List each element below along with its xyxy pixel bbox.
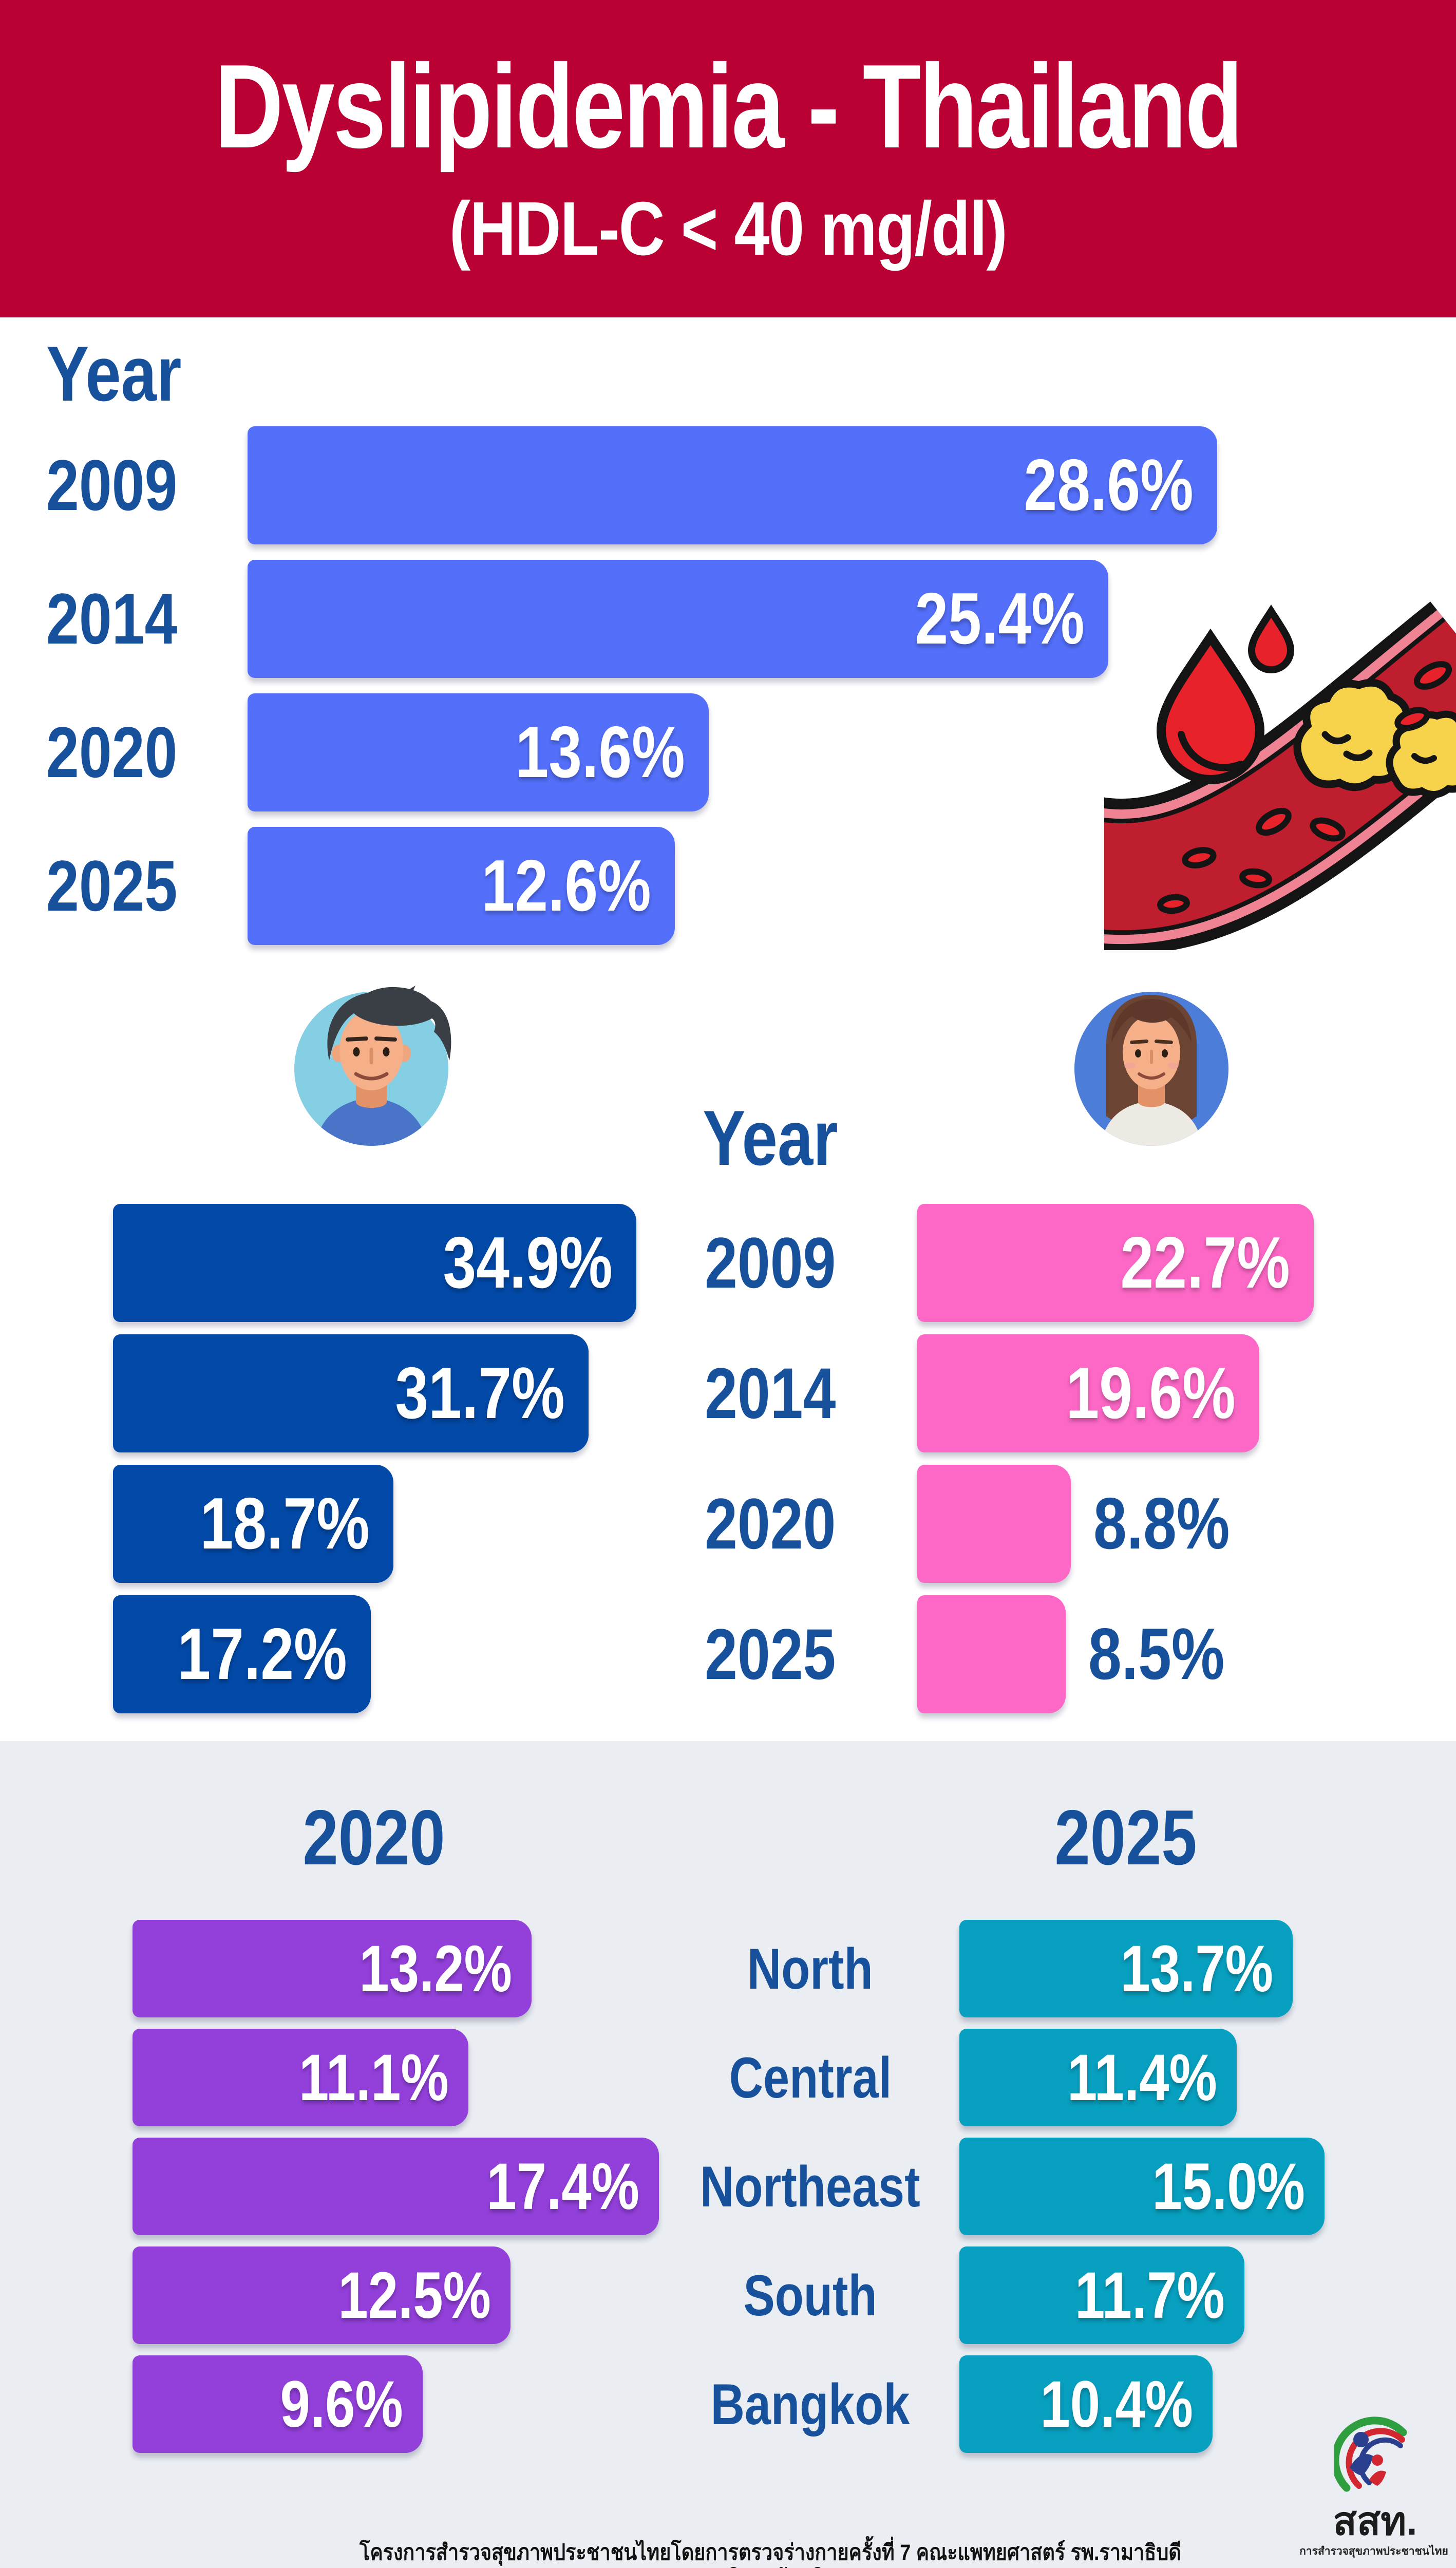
- source-text: โครงการสำรวจสุขภาพประชาชนไทยโดยการตรวจร่…: [359, 2540, 1181, 2568]
- blood-vessel-illustration: [1104, 601, 1456, 950]
- nhes-logo-text: สสท.: [1333, 2500, 1417, 2543]
- value-label-overall-2009: 28.6%: [1024, 444, 1194, 526]
- bar-2020-north: 13.2%: [133, 1920, 532, 2017]
- category-label-2009: 2009: [46, 445, 178, 525]
- value-label-men-2020: 18.7%: [200, 1483, 370, 1564]
- bar-2025-north: 13.7%: [959, 1920, 1293, 2017]
- bar-2025-bangkok: 10.4%: [959, 2355, 1213, 2453]
- category-label-north: North: [747, 1936, 873, 2001]
- value-label-overall-2025: 12.6%: [481, 845, 651, 927]
- value-label-2020-south: 12.5%: [338, 2258, 491, 2332]
- region-2020-header: 2020: [302, 1794, 445, 1881]
- category-label-2025: 2025: [46, 845, 178, 926]
- bar-men-2020: 18.7%: [113, 1465, 393, 1583]
- category-label-2009: 2009: [705, 1222, 836, 1303]
- category-label-central: Central: [729, 2045, 892, 2110]
- bar-overall-2009: 28.6%: [248, 426, 1217, 544]
- value-label-2020-northeast: 17.4%: [486, 2149, 639, 2223]
- bar-women-2025: [917, 1595, 1066, 1713]
- bar-2020-south: 12.5%: [133, 2246, 510, 2344]
- value-label-women-2025: 8.5%: [1088, 1613, 1225, 1695]
- bar-2020-central: 11.1%: [133, 2029, 468, 2126]
- bar-women-2020: [917, 1465, 1071, 1583]
- header-band: Dyslipidemia - Thailand (HDL-C < 40 mg/d…: [0, 0, 1456, 317]
- region-2025-header: 2025: [1054, 1794, 1197, 1881]
- bar-men-2014: 31.7%: [113, 1334, 589, 1452]
- bar-overall-2025: 12.6%: [248, 827, 675, 945]
- bar-women-2014: 19.6%: [917, 1334, 1259, 1452]
- category-label-2025: 2025: [705, 1614, 836, 1694]
- value-label-overall-2020: 13.6%: [515, 711, 685, 793]
- category-label-south: South: [743, 2263, 877, 2328]
- value-label-2025-central: 11.4%: [1067, 2041, 1217, 2114]
- category-label-bangkok: Bangkok: [710, 2372, 910, 2437]
- value-label-women-2020: 8.8%: [1093, 1483, 1230, 1564]
- value-label-2020-bangkok: 9.6%: [280, 2367, 403, 2441]
- bar-2020-northeast: 17.4%: [133, 2138, 659, 2235]
- value-label-2025-south: 11.7%: [1075, 2258, 1225, 2332]
- page-title: Dyslipidemia - Thailand: [214, 40, 1243, 173]
- overall-axis-title: Year: [46, 330, 182, 418]
- value-label-men-2009: 34.9%: [443, 1222, 613, 1304]
- page-subtitle: (HDL-C < 40 mg/dl): [449, 186, 1008, 271]
- category-label-2014: 2014: [46, 578, 178, 659]
- bar-women-2009: 22.7%: [917, 1204, 1314, 1322]
- blood-drop-icon: [1156, 605, 1295, 784]
- nhes-logo-caption: การสำรวจสุขภาพประชาชนไทย: [1299, 2545, 1448, 2557]
- category-label-2014: 2014: [705, 1353, 836, 1433]
- bar-overall-2020: 13.6%: [248, 693, 709, 811]
- value-label-women-2014: 19.6%: [1066, 1352, 1236, 1434]
- value-label-men-2014: 31.7%: [395, 1352, 565, 1434]
- male-avatar: [294, 986, 451, 1146]
- sex-axis-title: Year: [703, 1094, 838, 1182]
- category-label-2020: 2020: [46, 712, 178, 792]
- plaque-blobs: [1293, 678, 1456, 798]
- value-label-overall-2014: 25.4%: [915, 578, 1085, 659]
- bar-men-2025: 17.2%: [113, 1595, 371, 1713]
- value-label-2025-north: 13.7%: [1120, 1932, 1273, 2006]
- female-avatar: [1074, 992, 1228, 1146]
- value-label-2020-central: 11.1%: [299, 2041, 449, 2114]
- bar-men-2009: 34.9%: [113, 1204, 636, 1322]
- bar-2025-south: 11.7%: [959, 2246, 1244, 2344]
- red-blood-cells: [1157, 661, 1452, 914]
- value-label-2025-bangkok: 10.4%: [1040, 2367, 1193, 2441]
- value-label-2020-north: 13.2%: [359, 1932, 512, 2006]
- category-label-2020: 2020: [705, 1483, 836, 1564]
- bar-2025-northeast: 15.0%: [959, 2138, 1325, 2235]
- bar-2025-central: 11.4%: [959, 2029, 1237, 2126]
- value-label-2025-northeast: 15.0%: [1152, 2149, 1305, 2223]
- value-label-men-2025: 17.2%: [177, 1613, 347, 1695]
- bar-overall-2014: 25.4%: [248, 560, 1108, 678]
- nhes-logo-icon: [1334, 2416, 1407, 2492]
- bar-2020-bangkok: 9.6%: [133, 2355, 423, 2453]
- value-label-women-2009: 22.7%: [1120, 1222, 1290, 1304]
- category-label-northeast: Northeast: [700, 2154, 920, 2219]
